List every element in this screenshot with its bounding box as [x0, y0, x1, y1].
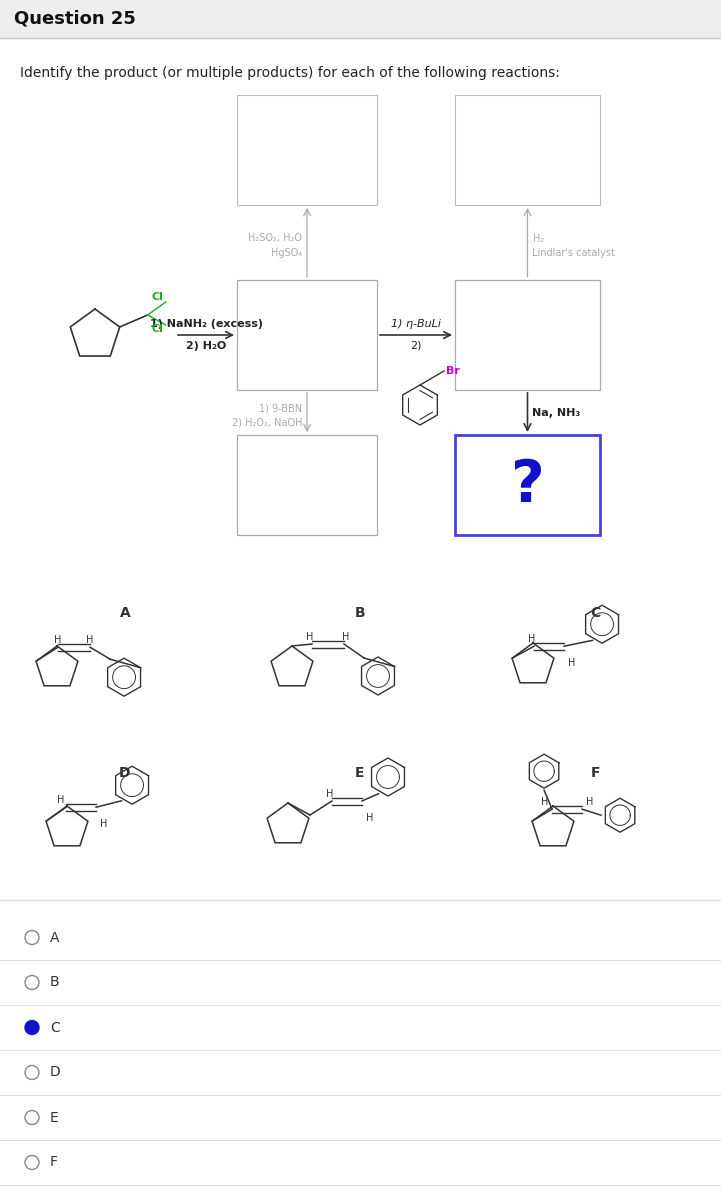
Text: 1) 9-BBN: 1) 9-BBN: [259, 403, 302, 414]
Text: A: A: [50, 930, 60, 944]
Text: H: H: [586, 797, 593, 808]
Circle shape: [25, 1110, 39, 1124]
Text: 2) H₂O₂, NaOH: 2) H₂O₂, NaOH: [231, 418, 302, 427]
Bar: [455, 280, 600, 390]
Text: H: H: [54, 635, 62, 646]
Text: H: H: [541, 797, 548, 808]
Bar: [237, 434, 377, 535]
Bar: [237, 95, 377, 205]
Text: 2): 2): [410, 341, 422, 350]
Circle shape: [25, 1020, 39, 1034]
Text: H: H: [366, 814, 373, 823]
Circle shape: [25, 1066, 39, 1080]
Text: B: B: [50, 976, 60, 990]
Text: E: E: [355, 766, 365, 780]
Text: H: H: [100, 820, 107, 829]
Text: H₂SO₂, H₂O: H₂SO₂, H₂O: [248, 234, 302, 244]
Circle shape: [25, 976, 39, 990]
Text: A: A: [120, 606, 131, 620]
Text: 1) η-BuLi: 1) η-BuLi: [391, 319, 441, 329]
Text: B: B: [355, 606, 366, 620]
Text: Identify the product (or multiple products) for each of the following reactions:: Identify the product (or multiple produc…: [20, 66, 560, 80]
Text: H: H: [327, 790, 334, 799]
Text: F: F: [590, 766, 600, 780]
Text: H: H: [342, 632, 350, 642]
Circle shape: [25, 930, 39, 944]
Bar: [0, 0, 721, 38]
Text: HgSO₄: HgSO₄: [271, 247, 302, 258]
Bar: [455, 434, 600, 535]
Text: Cl: Cl: [151, 324, 164, 334]
Circle shape: [25, 1156, 39, 1170]
Text: D: D: [50, 1066, 61, 1080]
Text: H: H: [87, 635, 94, 646]
Text: H₂: H₂: [533, 234, 544, 244]
Text: Question 25: Question 25: [14, 10, 136, 28]
Text: C: C: [590, 606, 600, 620]
Text: ?: ?: [510, 456, 544, 514]
Text: E: E: [50, 1110, 58, 1124]
Text: Lindlar's catalyst: Lindlar's catalyst: [533, 247, 616, 258]
Text: H: H: [528, 635, 536, 644]
Text: F: F: [50, 1156, 58, 1170]
Text: C: C: [50, 1020, 60, 1034]
Bar: [455, 95, 600, 205]
Text: 2) H₂O: 2) H₂O: [186, 341, 226, 350]
Text: Cl: Cl: [151, 292, 164, 302]
Text: 1) NaNH₂ (excess): 1) NaNH₂ (excess): [149, 319, 262, 329]
Text: D: D: [119, 766, 131, 780]
Text: H: H: [306, 632, 314, 642]
Bar: [237, 280, 377, 390]
Text: Br: Br: [446, 366, 460, 376]
Text: H: H: [57, 796, 64, 805]
Text: Na, NH₃: Na, NH₃: [533, 408, 580, 418]
Text: H: H: [568, 659, 576, 668]
